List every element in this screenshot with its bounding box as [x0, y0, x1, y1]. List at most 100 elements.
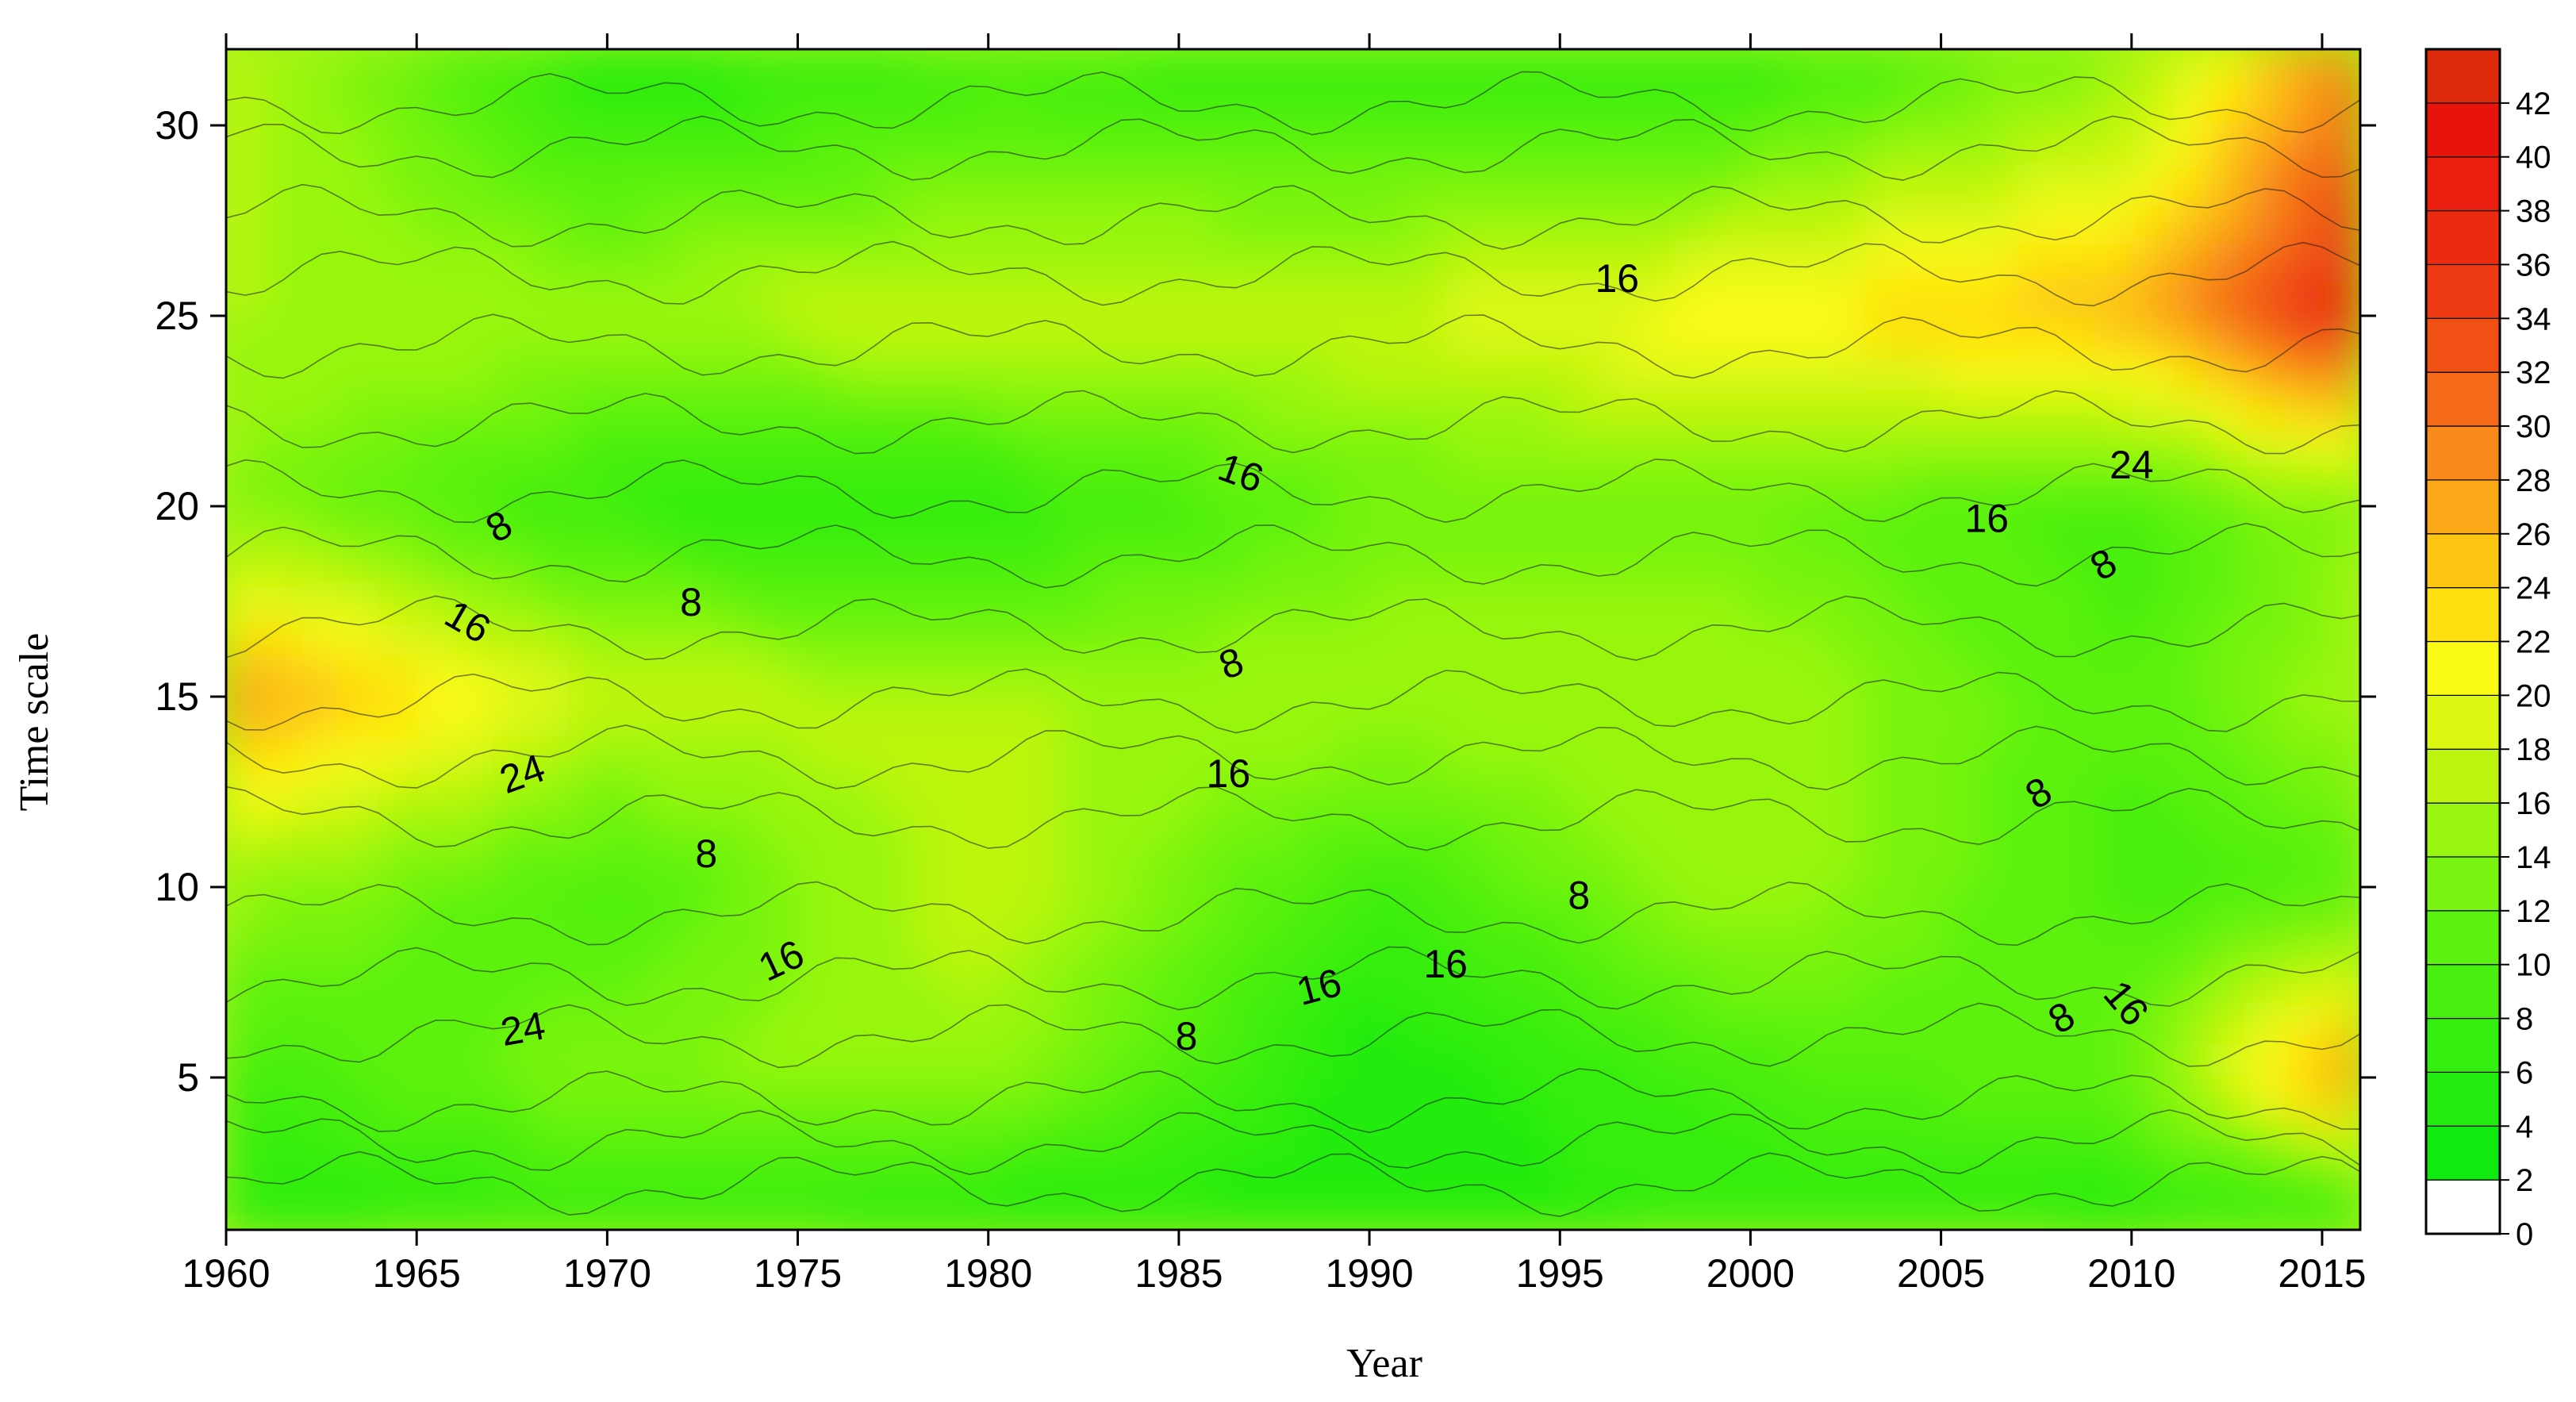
heat-cell — [1521, 391, 1561, 431]
heat-cell — [644, 1001, 685, 1040]
heat-cell — [1673, 848, 1714, 888]
heat-cell — [492, 201, 532, 240]
heat-cell — [1139, 1077, 1180, 1116]
heat-cell — [1025, 1039, 1065, 1078]
heat-cell — [1177, 49, 1218, 88]
heat-cell — [2168, 696, 2209, 736]
heat-cell — [1559, 734, 1599, 774]
heat-cell — [1635, 1039, 1676, 1078]
heat-cell — [911, 924, 951, 964]
heat-cell — [1292, 239, 1333, 278]
heat-cell — [1330, 163, 1371, 202]
heat-cell — [1292, 886, 1333, 926]
colorbar-swatch — [2425, 102, 2501, 158]
heat-cell — [1902, 696, 1942, 736]
heat-cell — [1330, 1001, 1371, 1040]
heat-cell — [1139, 49, 1180, 88]
heat-cell — [606, 49, 647, 88]
heat-cell — [1330, 810, 1371, 850]
heat-cell — [1864, 315, 1904, 355]
heat-cell — [2244, 505, 2285, 545]
heat-cell — [682, 848, 723, 888]
heat-cell — [1253, 886, 1294, 926]
heat-cell — [1673, 1077, 1714, 1116]
heat-cell — [1292, 848, 1333, 888]
heat-cell — [1369, 1077, 1409, 1116]
heat-cell — [530, 1191, 570, 1230]
heat-cell — [606, 582, 647, 621]
heat-cell — [1101, 239, 1142, 278]
heat-cell — [1025, 620, 1065, 659]
heat-cell — [1063, 848, 1104, 888]
heat-cell — [2168, 962, 2209, 1002]
heat-cell — [1407, 467, 1447, 507]
heat-cell — [1483, 315, 1523, 355]
heat-cell — [2282, 924, 2323, 964]
heat-cell — [1101, 429, 1142, 469]
heat-cell — [1483, 1115, 1523, 1154]
heat-cell — [1559, 391, 1599, 431]
heat-cell — [340, 163, 380, 202]
heat-cell — [492, 1191, 532, 1230]
heat-cell — [2206, 467, 2247, 507]
heat-cell — [720, 125, 761, 164]
heat-cell — [1825, 86, 1866, 126]
heat-cell — [2092, 125, 2133, 164]
heat-cell — [2282, 1191, 2323, 1230]
heat-cell — [568, 1001, 608, 1040]
heat-cell — [1597, 163, 1637, 202]
heat-cell — [720, 810, 761, 850]
heat-cell — [1749, 391, 1790, 431]
heat-cell — [1825, 924, 1866, 964]
heat-cell — [1940, 1077, 1980, 1116]
heat-cell — [1521, 1039, 1561, 1078]
heat-cell — [2092, 49, 2133, 88]
heat-cell — [873, 467, 913, 507]
heat-cell — [2016, 353, 2056, 393]
heat-cell — [1521, 1115, 1561, 1154]
heat-cell — [1369, 505, 1409, 545]
heat-cell — [1177, 1039, 1218, 1078]
heat-cell — [1940, 277, 1980, 317]
heat-cell — [1902, 505, 1942, 545]
heat-cell — [340, 1001, 380, 1040]
heat-cell — [454, 391, 494, 431]
heat-cell — [1597, 582, 1637, 621]
heat-cell — [835, 1039, 875, 1078]
heat-cell — [226, 962, 266, 1002]
heat-cell — [2092, 962, 2133, 1002]
heat-cell — [1330, 848, 1371, 888]
heat-cell — [1711, 201, 1752, 240]
heat-cell — [263, 582, 304, 621]
heat-cell — [1673, 810, 1714, 850]
heat-cell — [1521, 772, 1561, 812]
heat-cell — [226, 505, 266, 545]
heat-cell — [911, 772, 951, 812]
heat-cell — [416, 163, 456, 202]
heat-cell — [606, 848, 647, 888]
heat-cell — [1902, 772, 1942, 812]
heat-cell — [2321, 886, 2360, 926]
heat-cell — [2168, 620, 2209, 659]
heat-cell — [1025, 658, 1065, 697]
heat-cell — [1559, 620, 1599, 659]
heat-cell — [1292, 277, 1333, 317]
heat-cell — [1825, 201, 1866, 240]
heat-cell — [1940, 467, 1980, 507]
heat-cell — [1407, 1077, 1447, 1116]
heat-cell — [1025, 696, 1065, 736]
heat-cell — [2321, 734, 2360, 774]
heat-cell — [1292, 924, 1333, 964]
heat-cell — [2016, 658, 2056, 697]
heat-cell — [1025, 886, 1065, 926]
heat-cell — [1483, 810, 1523, 850]
heat-cell — [2282, 1153, 2323, 1193]
heat-cell — [1597, 658, 1637, 697]
heat-cell — [911, 582, 951, 621]
heat-cell — [340, 1191, 380, 1230]
contour-line — [226, 881, 2360, 947]
heat-cell — [1749, 49, 1790, 88]
heat-cell — [1177, 810, 1218, 850]
heat-cell — [492, 277, 532, 317]
heat-cell — [835, 924, 875, 964]
